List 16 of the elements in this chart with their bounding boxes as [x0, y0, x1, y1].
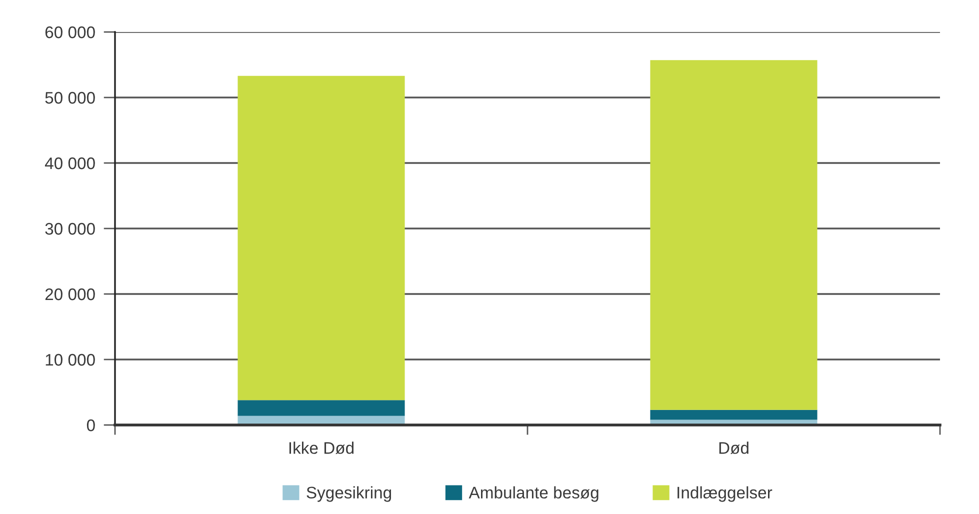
y-tick-label: 20 000 — [45, 288, 95, 300]
legend-label: Indlæggelser — [678, 486, 772, 502]
bar — [238, 400, 405, 416]
bar — [650, 410, 818, 420]
y-tick-label: 50 000 — [45, 92, 95, 104]
y-tick-label: 0 — [86, 419, 95, 432]
bar — [650, 60, 818, 410]
y-tick-label: 30 000 — [45, 222, 95, 235]
x-tick-label: Død — [719, 442, 748, 454]
y-tick-label: 10 000 — [46, 354, 95, 366]
y-tick-label: 60 000 — [45, 26, 95, 38]
y-tick-label: 40 000 — [44, 157, 95, 170]
legend-label: Ambulante besøg — [468, 486, 598, 502]
x-tick-label: Ikke Død — [289, 442, 354, 454]
bar — [238, 76, 405, 400]
legend-label: Sygesikring — [306, 486, 392, 502]
